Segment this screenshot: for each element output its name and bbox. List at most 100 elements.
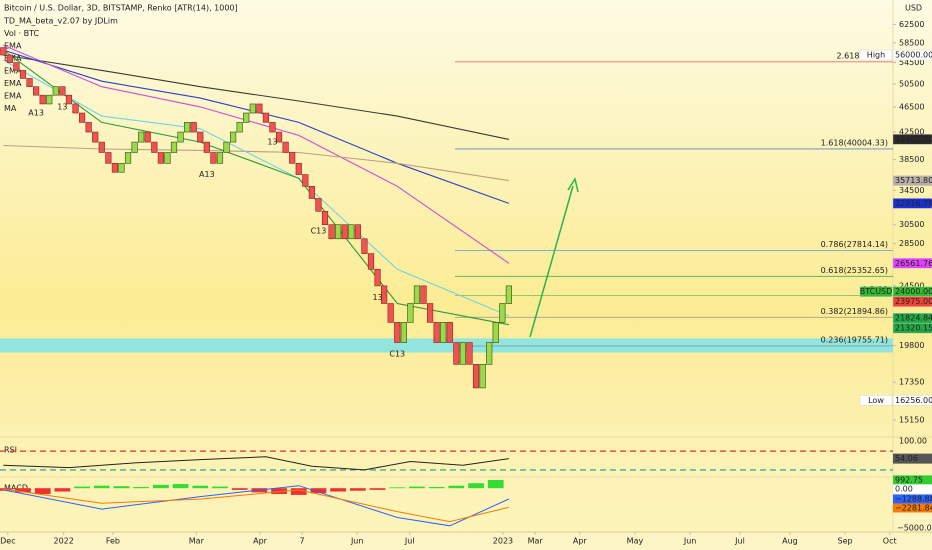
price-tag [893, 475, 932, 485]
renko-brick [479, 364, 486, 389]
renko-brick [282, 141, 289, 153]
indicator-label: EMA [4, 67, 22, 76]
support-zone [0, 338, 893, 353]
renko-brick [262, 112, 270, 123]
price-tag-name: BTCUSD [860, 287, 893, 296]
price-tag [893, 484, 932, 494]
macd-histogram [54, 488, 71, 492]
x-tick-label: Jul [734, 537, 745, 546]
renko-brick [341, 224, 348, 240]
renko-brick [203, 141, 210, 153]
annotation: 13 [267, 138, 277, 147]
renko-brick [78, 112, 86, 123]
renko-brick [400, 322, 407, 343]
annotation: 13 [372, 293, 382, 302]
chart-title: Bitcoin / U.S. Dollar, 3D, BITSTAMP, Ren… [4, 4, 238, 13]
price-tag-label: 992.75 [895, 475, 923, 484]
renko-brick [315, 198, 322, 212]
y-tick-label: 62500 [899, 20, 924, 29]
y-tick-label: 38500 [899, 155, 924, 164]
price-tag-label: 35713.80 [895, 176, 932, 185]
price-tag-label: 21824.84 [895, 314, 932, 323]
renko-brick [72, 103, 79, 114]
renko-brick [210, 152, 217, 164]
macd-histogram [487, 479, 504, 489]
annotation: A13 [199, 170, 215, 179]
renko-brick [374, 268, 381, 287]
renko-brick [52, 86, 59, 96]
macd-histogram [34, 488, 51, 495]
renko-brick [190, 122, 197, 133]
renko-brick [420, 285, 427, 304]
price-tag [892, 134, 932, 145]
renko-brick [433, 322, 440, 343]
y-tick-label: 17350 [899, 378, 924, 387]
renko-brick [295, 163, 302, 175]
x-tick-label: Apr [573, 537, 588, 546]
annotation: A13 [28, 109, 44, 118]
renko-brick [131, 141, 138, 153]
y-tick-label: 46500 [899, 102, 924, 111]
renko-brick [466, 342, 473, 365]
macd-histogram [290, 488, 307, 495]
macd-histogram [428, 486, 445, 489]
macd-histogram [93, 485, 110, 489]
renko-brick [138, 131, 145, 143]
macd-histogram [133, 486, 150, 489]
price-tag [893, 503, 932, 513]
renko-brick [170, 141, 178, 153]
renko-brick [6, 54, 13, 63]
renko-brick [197, 131, 204, 143]
renko-brick [440, 322, 447, 343]
renko-brick [453, 342, 460, 365]
price-tag-name-box [859, 395, 893, 406]
y-tick-label: 19800 [899, 341, 924, 350]
renko-brick [387, 303, 394, 323]
moving-average [3, 49, 510, 204]
y-tick-label: −5000.00 [897, 524, 932, 533]
moving-average [3, 144, 509, 182]
x-tick-label: Jun [350, 537, 364, 546]
x-tick-label: Feb [106, 537, 120, 546]
renko-brick [236, 122, 243, 133]
renko-brick [46, 94, 53, 105]
indicator-label: EMA [4, 92, 22, 101]
macd-histogram [468, 483, 484, 489]
arrow [529, 185, 574, 338]
price-tag-label: −2281.84 [895, 503, 932, 512]
macd-histogram [74, 486, 90, 489]
macd-histogram [231, 488, 248, 490]
price-tag [893, 494, 932, 504]
macd-histogram [369, 488, 386, 490]
renko-brick [26, 78, 33, 87]
x-tick-label: Dec [0, 537, 15, 546]
pane-background [0, 437, 893, 532]
renko-brick [33, 86, 40, 96]
renko-brick [499, 303, 506, 323]
signal-line [3, 488, 510, 523]
renko-brick [157, 152, 164, 164]
indicator-label: EMA [4, 79, 22, 88]
price-tag-name: Low [868, 396, 884, 405]
price-tag-label: 23975.00 [895, 297, 932, 306]
renko-brick [486, 342, 493, 365]
x-tick-label: Mar [189, 537, 205, 546]
renko-brick [413, 285, 421, 304]
renko-brick [492, 322, 499, 343]
macd-histogram [409, 486, 425, 489]
renko-brick [302, 174, 309, 187]
price-tag-label: 24000.00 [895, 287, 932, 296]
macd-histogram [389, 487, 406, 489]
fib-label: 0.618(25352.65) [821, 266, 888, 275]
axis-unit: USD [905, 4, 922, 13]
macd-histogram [152, 484, 169, 489]
renko-brick [230, 131, 237, 143]
price-tag [892, 198, 932, 209]
x-tick-label: Aug [782, 537, 798, 546]
fib-label: 0.786(27814.14) [821, 240, 888, 249]
x-tick-label: Apr [253, 537, 268, 546]
renko-brick [124, 152, 132, 164]
annotation: C13 [389, 349, 405, 358]
renko-brick [394, 322, 401, 343]
macd-line [3, 485, 510, 527]
